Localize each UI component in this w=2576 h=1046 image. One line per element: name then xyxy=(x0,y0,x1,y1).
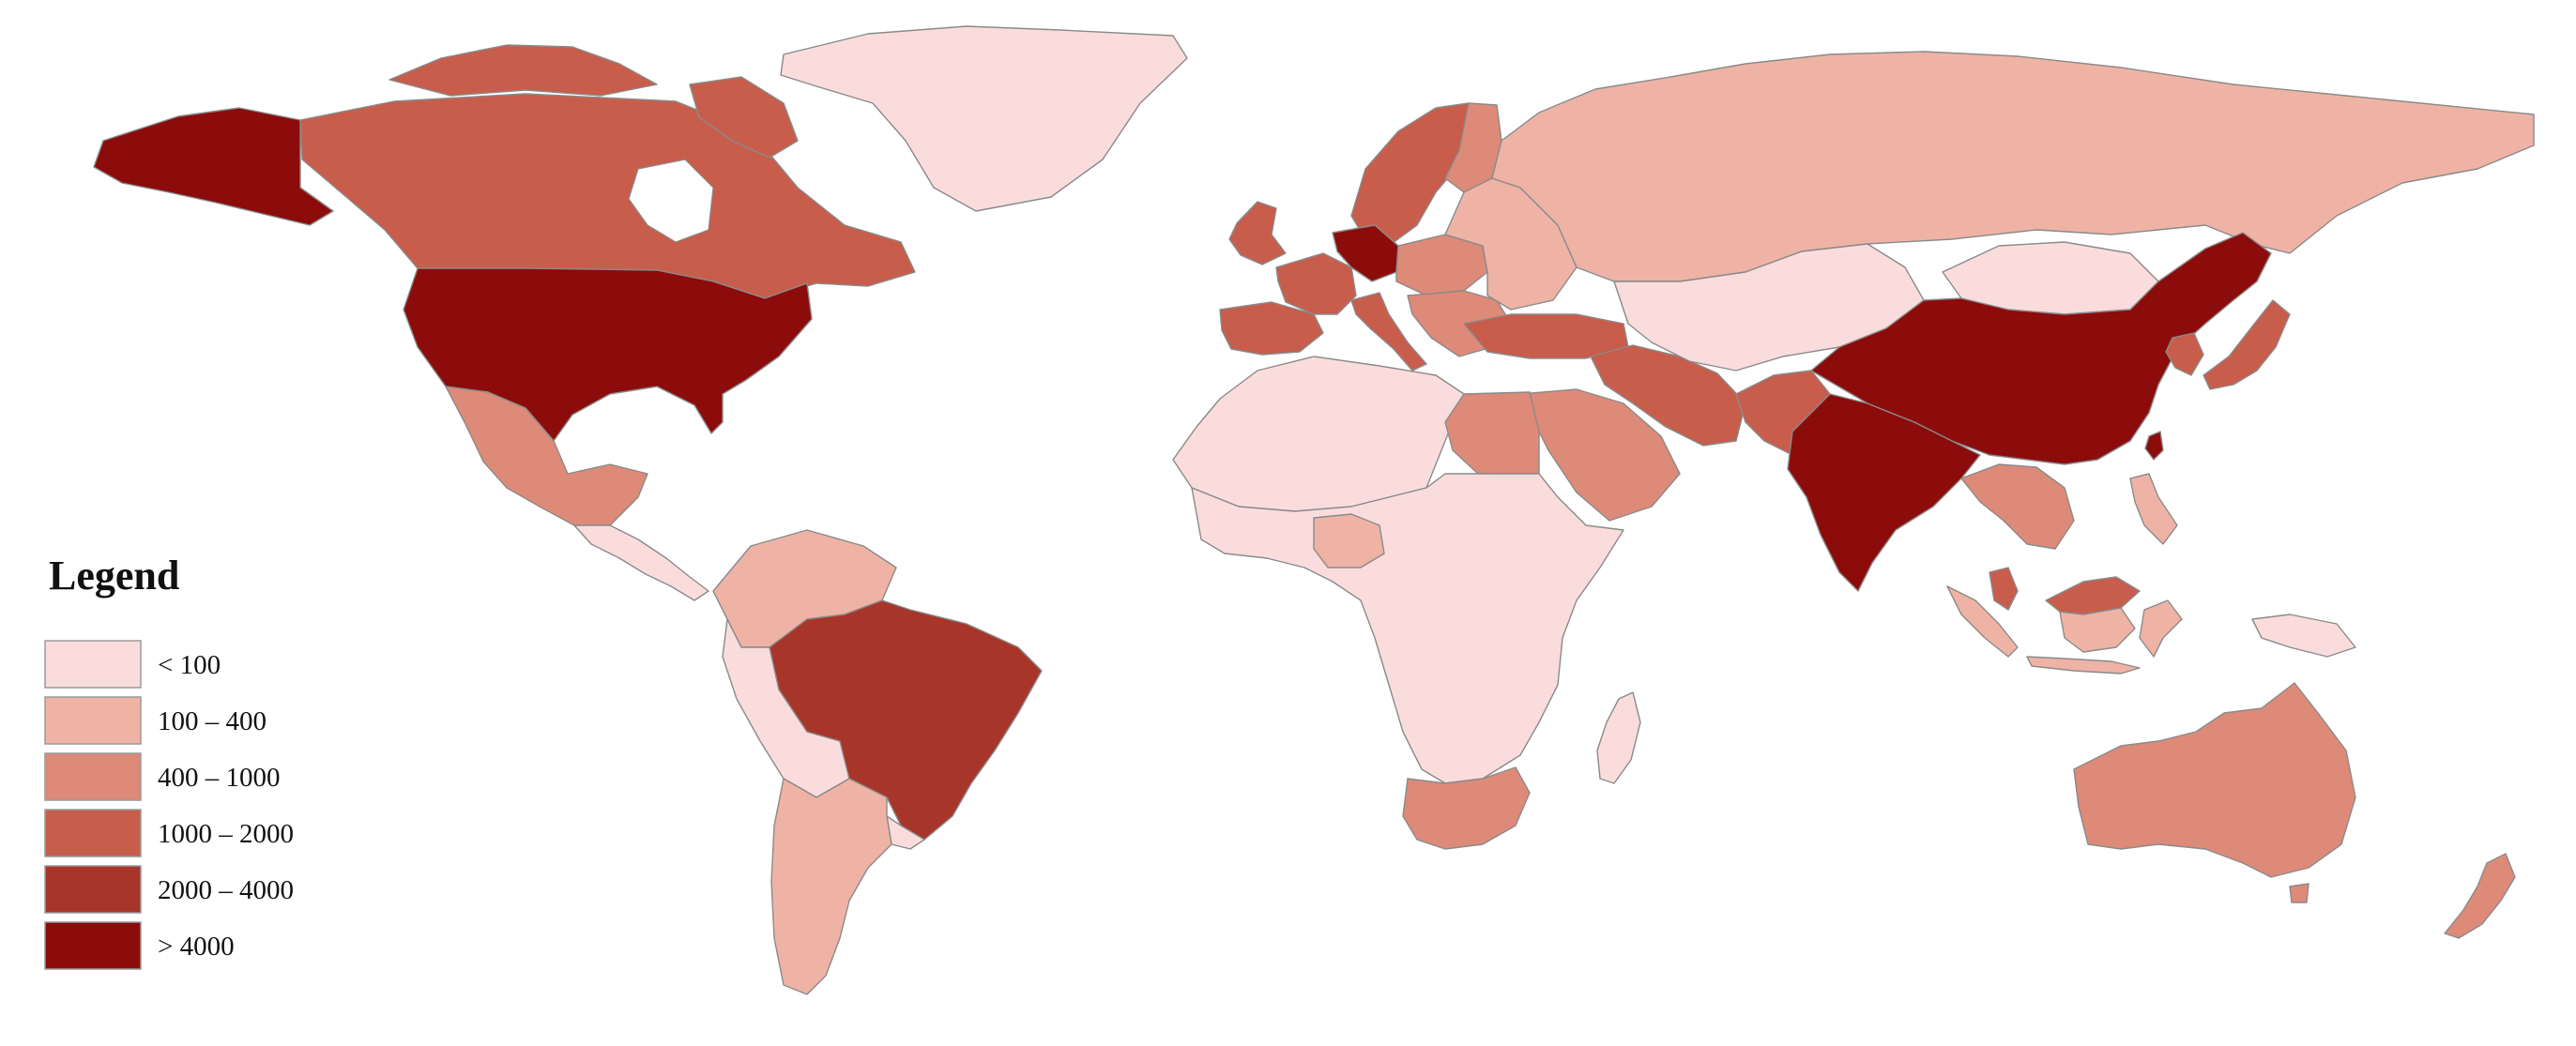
legend-label: 2000 – 4000 xyxy=(158,875,294,905)
country-canada xyxy=(299,93,916,299)
country-nigeria xyxy=(1313,513,1385,568)
map-legend: Legend < 100 100 – 400 400 – 1000 1000 – 20… xyxy=(44,553,294,970)
country-australia xyxy=(2073,682,2356,878)
legend-label: 1000 – 2000 xyxy=(158,819,294,849)
country-greenland xyxy=(780,25,1188,212)
country-korea xyxy=(2165,332,2204,376)
country-france xyxy=(1275,252,1357,315)
country-north-africa xyxy=(1172,356,1465,512)
country-southeast-asia xyxy=(1960,463,2075,550)
legend-swatch xyxy=(44,921,142,970)
hudson-bay xyxy=(628,159,714,243)
legend-label: < 100 xyxy=(158,650,221,680)
country-indonesia-java xyxy=(2026,656,2141,675)
country-alaska xyxy=(93,107,334,226)
legend-swatch xyxy=(44,640,142,689)
country-germany xyxy=(1332,224,1399,282)
country-tasmania xyxy=(2289,883,2309,903)
legend-label: 400 – 1000 xyxy=(158,763,281,793)
country-south-africa xyxy=(1402,766,1531,850)
legend-swatch xyxy=(44,865,142,914)
country-indonesia-borneo xyxy=(2059,607,2136,653)
country-china xyxy=(1810,232,2272,465)
country-mexico xyxy=(445,386,648,526)
country-canada-baffin xyxy=(689,76,799,159)
country-argentina-chile xyxy=(770,778,892,995)
country-japan xyxy=(2203,299,2291,390)
legend-title: Legend xyxy=(49,553,179,599)
country-indonesia-sulawesi xyxy=(2139,599,2183,658)
country-turkey xyxy=(1463,313,1629,359)
country-new-zealand xyxy=(2444,853,2516,939)
country-central-america xyxy=(573,524,709,601)
country-sub-saharan-africa xyxy=(1191,473,1624,784)
country-egypt xyxy=(1444,391,1540,475)
legend-label: > 4000 xyxy=(158,932,235,962)
country-papua-new-guinea xyxy=(2251,614,2356,658)
country-iberia xyxy=(1219,301,1324,356)
legend-label: 100 – 400 xyxy=(158,706,267,736)
country-malaysia-borneo xyxy=(2045,576,2141,615)
country-iran xyxy=(1590,344,1746,447)
country-madagascar xyxy=(1596,691,1641,784)
legend-swatch xyxy=(44,752,142,801)
country-saudi-arabia xyxy=(1519,388,1681,522)
country-brazil xyxy=(769,599,1043,841)
country-indonesia-sumatra xyxy=(1946,585,2019,658)
country-philippines xyxy=(2129,473,2178,545)
legend-swatch xyxy=(44,696,142,745)
legend-swatch xyxy=(44,809,142,857)
country-taiwan xyxy=(2144,431,2164,461)
country-malaysia xyxy=(1989,567,2019,611)
country-canada-arctic xyxy=(389,44,658,97)
country-italy xyxy=(1350,292,1427,371)
country-uk-ireland xyxy=(1228,201,1287,265)
